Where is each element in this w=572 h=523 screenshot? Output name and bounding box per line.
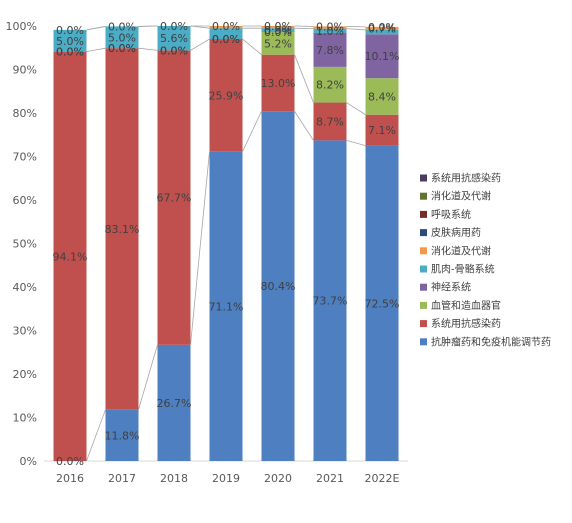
x-tick-label: 2022E bbox=[365, 472, 400, 485]
series-connector-line bbox=[139, 345, 158, 410]
y-tick-label: 20% bbox=[13, 368, 37, 381]
data-label: 0.0% bbox=[212, 33, 240, 46]
data-label: 71.1% bbox=[209, 300, 244, 313]
data-label: 13.0% bbox=[261, 77, 296, 90]
legend-swatch bbox=[420, 229, 427, 236]
data-label: 0.0% bbox=[56, 455, 84, 468]
legend-swatch bbox=[420, 338, 427, 345]
data-label: 26.7% bbox=[157, 397, 192, 410]
legend-label: 消化道及代谢 bbox=[431, 190, 491, 203]
x-tick-label: 2021 bbox=[316, 472, 344, 485]
y-tick-label: 60% bbox=[13, 194, 37, 207]
data-label: 0.0% bbox=[56, 24, 84, 37]
y-tick-label: 90% bbox=[13, 64, 37, 77]
series-connector-line bbox=[243, 111, 262, 151]
legend-label: 血管和造血器官 bbox=[431, 299, 501, 312]
data-label: 11.8% bbox=[105, 429, 140, 442]
data-label: 5.2% bbox=[264, 37, 292, 50]
data-label: 10.1% bbox=[365, 50, 400, 63]
data-label: 0.0% bbox=[160, 20, 188, 33]
series-connector-line bbox=[243, 39, 262, 55]
series-connector-line bbox=[191, 152, 210, 345]
data-label: 0.0% bbox=[160, 44, 188, 57]
legend-label: 消化道及代谢 bbox=[431, 244, 491, 257]
data-label: 8.4% bbox=[368, 90, 396, 103]
series-connector-line bbox=[87, 26, 106, 29]
y-tick-label: 70% bbox=[13, 151, 37, 164]
x-tick-label: 2019 bbox=[212, 472, 240, 485]
series-connector-line bbox=[295, 111, 314, 140]
legend-label: 系统用抗感染药 bbox=[431, 172, 501, 185]
data-label: 0.0% bbox=[316, 20, 344, 33]
data-label: 5.6% bbox=[160, 32, 188, 45]
x-tick-label: 2018 bbox=[160, 472, 188, 485]
legend-swatch bbox=[420, 320, 427, 327]
y-tick-label: 80% bbox=[13, 107, 37, 120]
series-connector-line bbox=[295, 55, 314, 103]
series-connector-line bbox=[347, 103, 366, 115]
data-label: 94.1% bbox=[53, 250, 88, 263]
data-label: 80.4% bbox=[261, 280, 296, 293]
x-tick-label: 2016 bbox=[56, 472, 84, 485]
y-tick-label: 0% bbox=[20, 455, 37, 468]
legend-label: 神经系统 bbox=[431, 281, 471, 294]
legend-swatch bbox=[420, 284, 427, 291]
series-connector-line bbox=[87, 410, 106, 461]
legend-swatch bbox=[420, 175, 427, 182]
data-label: 0.0% bbox=[264, 20, 292, 33]
y-tick-label: 50% bbox=[13, 238, 37, 251]
legend-label: 肌肉-骨骼系统 bbox=[431, 263, 495, 276]
data-label: 0.0% bbox=[368, 21, 396, 34]
legend-label: 呼吸系统 bbox=[431, 208, 471, 221]
y-tick-label: 10% bbox=[13, 412, 37, 425]
y-tick-label: 40% bbox=[13, 281, 37, 294]
data-label: 72.5% bbox=[365, 297, 400, 310]
data-label: 8.7% bbox=[316, 115, 344, 128]
data-label: 7.8% bbox=[316, 44, 344, 57]
legend-label: 系统用抗感染药 bbox=[431, 317, 501, 330]
data-label: 83.1% bbox=[105, 223, 140, 236]
series-connector-line bbox=[87, 48, 106, 51]
y-tick-label: 30% bbox=[13, 325, 37, 338]
legend-swatch bbox=[420, 211, 427, 218]
legend-label: 皮肤病用药 bbox=[431, 226, 481, 239]
legend-swatch bbox=[420, 247, 427, 254]
legend-swatch bbox=[420, 266, 427, 273]
legend-swatch bbox=[420, 193, 427, 200]
data-label: 25.9% bbox=[209, 89, 244, 102]
series-connector-line bbox=[347, 29, 366, 30]
data-label: 8.2% bbox=[316, 79, 344, 92]
legend-swatch bbox=[420, 302, 427, 309]
x-tick-label: 2020 bbox=[264, 472, 292, 485]
data-label: 0.0% bbox=[108, 20, 136, 33]
legend-label: 抗肿瘤药和免疫机能调节药 bbox=[431, 335, 551, 348]
data-label: 0.0% bbox=[212, 20, 240, 33]
data-label: 7.1% bbox=[368, 124, 396, 137]
x-tick-label: 2017 bbox=[108, 472, 136, 485]
y-tick-label: 100% bbox=[6, 20, 37, 33]
data-label: 67.7% bbox=[157, 192, 192, 205]
data-label: 73.7% bbox=[313, 295, 348, 308]
series-connector-line bbox=[191, 39, 210, 50]
series-connector-line bbox=[139, 48, 158, 50]
series-connector-line bbox=[347, 140, 366, 145]
